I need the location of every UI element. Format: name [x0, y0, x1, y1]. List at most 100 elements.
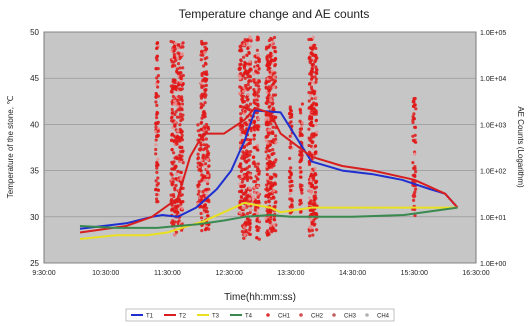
ae-point	[311, 140, 315, 144]
ae-point	[252, 146, 256, 150]
ae-point	[269, 162, 273, 166]
ae-point	[314, 109, 318, 113]
ae-point	[265, 219, 269, 223]
ae-point	[271, 40, 275, 44]
ae-point	[155, 170, 159, 174]
ae-point	[178, 123, 182, 127]
ae-point	[175, 67, 179, 71]
ae-point	[257, 59, 261, 63]
ae-point	[204, 93, 208, 97]
ae-point	[314, 103, 319, 107]
ae-point	[252, 72, 256, 76]
ae-point	[206, 182, 210, 186]
ae-point	[179, 128, 183, 132]
ae-point	[240, 49, 244, 53]
ae-point	[176, 62, 181, 66]
ae-point	[288, 184, 292, 188]
ae-point	[171, 182, 175, 186]
ae-point	[156, 133, 160, 138]
ae-point	[257, 87, 261, 91]
ae-point	[244, 69, 248, 73]
ae-point	[268, 149, 272, 153]
ae-point	[156, 127, 161, 131]
ae-point	[313, 43, 317, 47]
ae-point	[274, 137, 278, 141]
ae-point	[256, 104, 260, 108]
ae-point	[267, 232, 271, 236]
ae-point	[242, 55, 246, 59]
ae-point	[412, 198, 416, 202]
ae-point	[252, 133, 256, 137]
ae-point	[241, 212, 245, 216]
ae-point	[248, 221, 252, 225]
y-tick-label: 40	[30, 120, 39, 129]
ae-point	[239, 72, 243, 76]
ae-point	[200, 216, 204, 220]
ae-point	[411, 161, 415, 165]
ae-point	[309, 116, 313, 120]
ae-point	[156, 85, 160, 89]
legend-marker	[365, 313, 369, 317]
ae-point	[242, 184, 247, 188]
temperature-lines	[79, 106, 459, 240]
ae-point	[274, 173, 278, 177]
ae-point	[203, 51, 207, 55]
ae-point	[298, 183, 302, 187]
ae-point	[314, 80, 318, 84]
ae-point	[179, 175, 183, 179]
ae-point	[244, 223, 248, 227]
ae-point	[289, 173, 293, 177]
ae-point	[154, 179, 158, 183]
ae-point	[252, 92, 256, 96]
ae-point	[249, 208, 253, 212]
ae-point	[314, 58, 318, 63]
ae-point	[196, 129, 200, 133]
ae-point	[268, 143, 273, 147]
ae-point	[255, 228, 259, 232]
ae-point	[312, 178, 316, 182]
ae-point	[243, 159, 247, 163]
ae-point	[256, 56, 260, 60]
series-line-t3	[79, 201, 458, 240]
ae-point	[196, 123, 200, 127]
ae-point	[254, 92, 259, 96]
ae-point	[412, 173, 416, 177]
ae-point	[197, 147, 202, 151]
ae-point	[154, 143, 158, 147]
y-tick-label: 50	[30, 28, 39, 37]
ae-point	[156, 120, 160, 124]
ae-point	[207, 164, 211, 168]
ae-point	[256, 167, 260, 171]
ae-point	[272, 75, 276, 79]
ae-point	[290, 205, 294, 209]
ae-point	[156, 80, 160, 84]
ae-point	[255, 124, 259, 129]
ae-point	[248, 153, 252, 157]
ae-point	[206, 158, 210, 162]
ae-point	[172, 160, 176, 164]
ae-point	[307, 196, 312, 200]
ae-point	[298, 175, 302, 179]
ae-point	[308, 93, 312, 98]
ae-point	[255, 111, 259, 115]
ae-point	[256, 84, 261, 88]
ae-point	[413, 213, 417, 218]
ae-point	[206, 179, 210, 183]
ae-point	[174, 110, 178, 114]
ae-point	[310, 103, 314, 107]
ae-point	[266, 154, 270, 158]
ae-point	[288, 111, 292, 115]
ae-point	[176, 99, 180, 103]
ae-point	[307, 150, 311, 154]
ae-point	[246, 104, 250, 108]
ae-point	[411, 100, 415, 104]
ae-point	[180, 154, 184, 158]
ae-point	[196, 192, 200, 196]
ae-point	[176, 138, 180, 142]
ae-point	[274, 115, 278, 119]
ae-point	[199, 169, 203, 173]
ae-point	[252, 128, 256, 132]
ae-point	[199, 194, 203, 199]
ae-point	[272, 35, 277, 40]
y-tick-label: 25	[30, 259, 39, 268]
